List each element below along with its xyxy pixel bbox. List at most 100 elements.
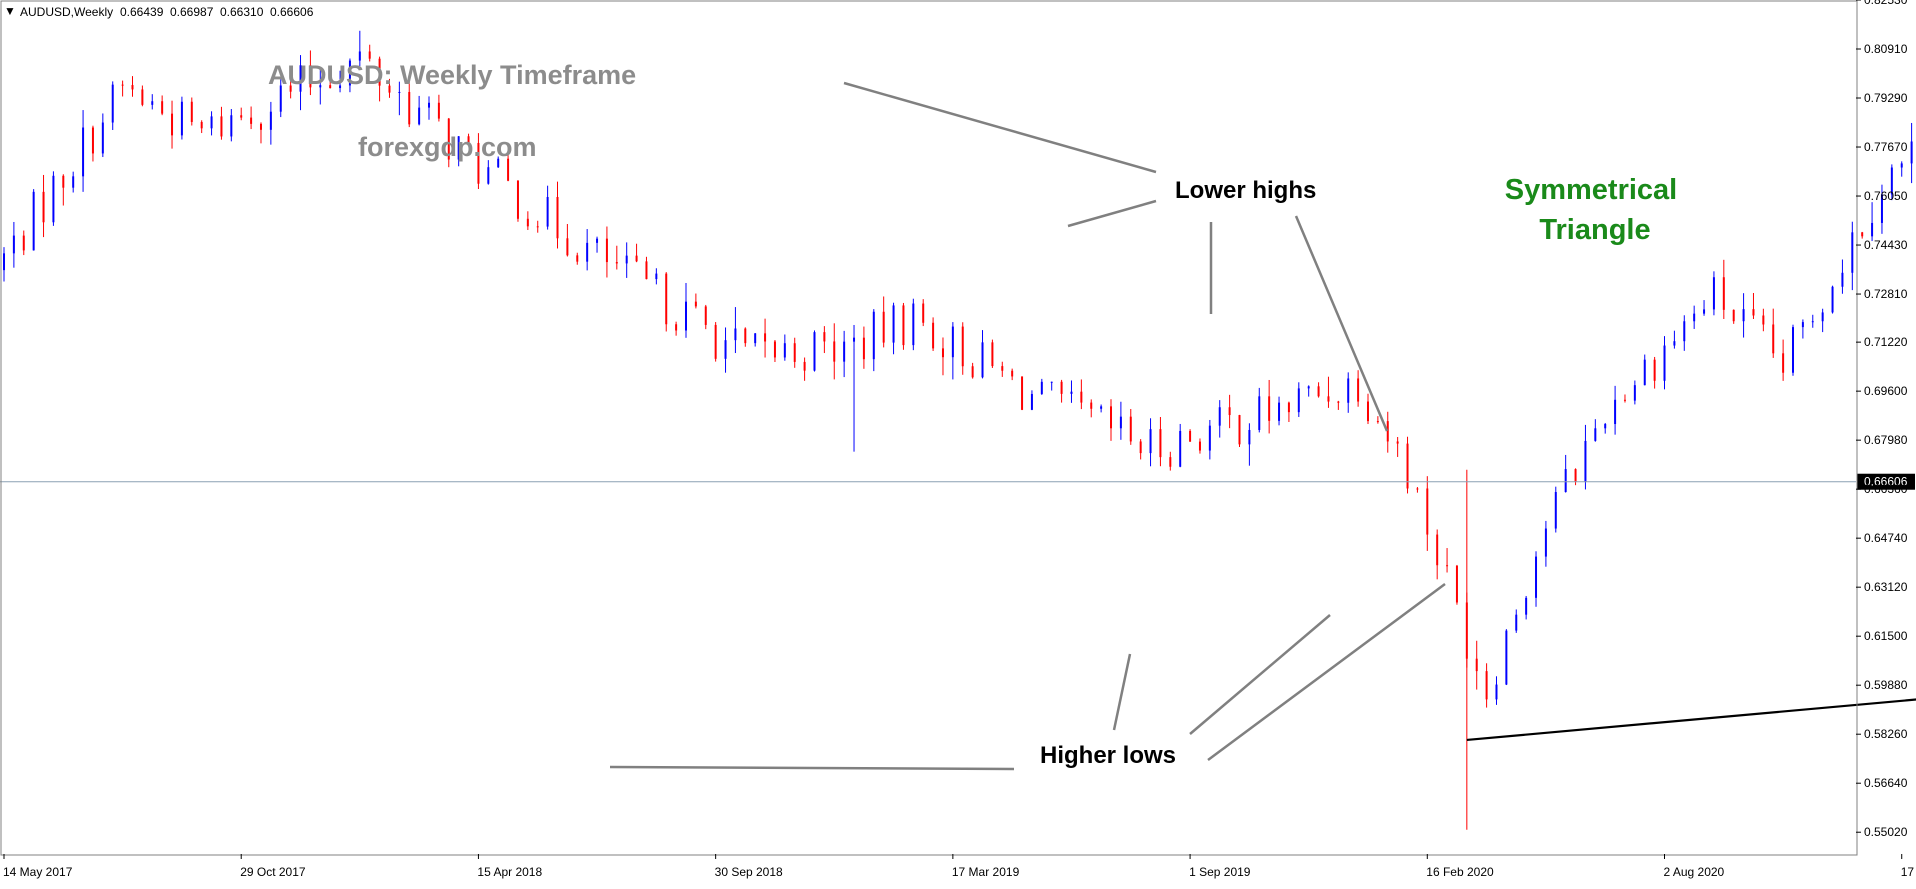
candle-body	[1643, 359, 1646, 386]
candle-body	[714, 324, 717, 359]
candle-body	[655, 273, 658, 280]
annotation-layer: 0.66606	[0, 81, 1916, 771]
x-tick-label: 16 Feb 2020	[1426, 865, 1494, 879]
candle-body	[1535, 556, 1538, 598]
y-tick-label: 0.67980	[1864, 433, 1908, 447]
candle-body	[773, 341, 776, 358]
candle-body	[1703, 309, 1706, 314]
candle-body	[1337, 401, 1340, 403]
candle-body	[3, 253, 5, 271]
candle-body	[418, 107, 421, 125]
candle-body	[1198, 441, 1201, 451]
y-tick-label: 0.69600	[1864, 384, 1908, 398]
candle-body	[793, 343, 796, 362]
candle-body	[1683, 321, 1686, 342]
candle-body	[171, 113, 174, 136]
candle-body	[457, 136, 460, 160]
candle-body	[339, 85, 342, 89]
candle-body	[250, 117, 253, 124]
y-axis: 0.82530 0.80910 0.79290 0.77670 0.76050 0.744…	[1856, 0, 1908, 839]
candle-body	[477, 142, 480, 184]
candle-body	[635, 255, 638, 262]
y-tick-label: 0.58260	[1864, 727, 1908, 741]
candle-body	[1544, 528, 1547, 557]
y-tick-label: 0.79290	[1864, 91, 1908, 105]
candle-body	[1880, 194, 1883, 223]
candle-body	[1594, 428, 1597, 441]
candle-body	[1021, 376, 1024, 410]
y-tick-label: 0.56640	[1864, 776, 1908, 790]
pattern-label-line1: Symmetrical	[1505, 174, 1678, 206]
y-tick-label: 0.76050	[1864, 189, 1908, 203]
x-tick-label: 14 May 2017	[3, 865, 73, 879]
candle-body	[72, 176, 75, 188]
candle-body	[279, 85, 282, 112]
candle-body	[1179, 430, 1182, 467]
candle-body	[1455, 565, 1458, 603]
candle-body	[1050, 381, 1053, 383]
candle-body	[605, 238, 608, 263]
candle-body	[42, 191, 45, 223]
x-tick-label: 17 Mar 2019	[952, 865, 1020, 879]
candle-body	[862, 337, 865, 360]
candle-body	[1861, 232, 1864, 237]
candle-body	[1623, 399, 1626, 401]
label-higher-lows: Higher lows	[1040, 742, 1176, 769]
candle-body	[1574, 469, 1577, 482]
candle-body	[437, 102, 440, 119]
candle-body	[497, 158, 500, 168]
candle-body	[358, 51, 361, 61]
candle-body	[1258, 396, 1261, 430]
candle-body	[319, 85, 322, 88]
candle-body	[1129, 416, 1132, 442]
header-open: 0.66439	[120, 5, 164, 19]
candle-body	[408, 91, 411, 125]
candle-body	[1159, 429, 1162, 458]
candle-body	[1792, 327, 1795, 373]
candle-body	[299, 65, 302, 92]
candle-body	[32, 191, 35, 251]
annotation-pointer	[843, 81, 1157, 174]
candle-body	[161, 101, 164, 114]
candle-body	[1100, 406, 1103, 409]
candle-body	[625, 255, 628, 264]
candle-body	[428, 102, 431, 108]
candle-body	[576, 255, 579, 262]
x-axis: 14 May 2017 29 Oct 2017 15 Apr 2018 30 Sep …	[3, 854, 1916, 879]
candle-body	[1347, 378, 1350, 403]
candle-body	[734, 328, 737, 341]
header-low: 0.66310	[220, 5, 264, 19]
current-price-label: 0.66606	[1864, 475, 1908, 489]
header-close: 0.66606	[270, 5, 314, 19]
candle-body	[12, 235, 15, 254]
pattern-label-line2: Triangle	[1539, 214, 1650, 246]
header-symbol: AUDUSD,Weekly	[20, 5, 113, 19]
annotation-pointer	[1294, 215, 1389, 432]
candle-body	[1446, 565, 1449, 567]
y-tick-label: 0.82530	[1864, 0, 1908, 7]
candle-body	[1149, 429, 1152, 454]
candle-body	[507, 158, 510, 181]
candle-body	[1693, 313, 1696, 322]
candle-body	[1525, 597, 1528, 615]
candle-body	[309, 65, 312, 88]
current-price-box	[1857, 473, 1915, 490]
candle-body	[1001, 366, 1004, 371]
y-tick-label: 0.72810	[1864, 287, 1908, 301]
watermark-site: forexgdp.com	[358, 132, 537, 162]
candle-body	[803, 361, 806, 371]
x-tick-label: 17 Jan 2021	[1901, 865, 1916, 879]
candle-body	[131, 85, 134, 90]
candle-body	[1801, 322, 1804, 328]
candle-body	[1287, 402, 1290, 413]
candle-body	[1238, 415, 1241, 445]
candle-body	[1554, 492, 1557, 529]
candle-body	[329, 85, 332, 89]
candle-body	[764, 333, 767, 342]
candle-body	[289, 85, 292, 92]
candle-body	[447, 118, 450, 160]
candle-body	[981, 342, 984, 378]
